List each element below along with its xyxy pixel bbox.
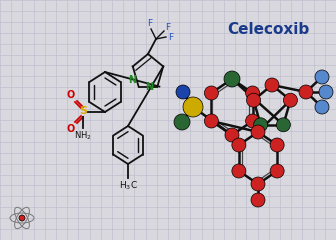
Circle shape [251,125,265,139]
Circle shape [174,114,190,130]
Circle shape [251,177,265,191]
Text: F: F [168,32,174,42]
Text: Celecoxib: Celecoxib [227,23,309,37]
Text: O: O [67,124,75,134]
Circle shape [224,71,240,87]
Circle shape [265,78,279,92]
Circle shape [19,215,25,221]
Circle shape [246,114,260,128]
Text: NH$_2$: NH$_2$ [74,130,92,142]
Circle shape [270,164,284,178]
Circle shape [270,138,284,152]
Circle shape [225,128,239,142]
Circle shape [246,86,260,100]
Circle shape [283,93,297,107]
Text: H$_3$C: H$_3$C [119,180,137,192]
Circle shape [315,70,329,84]
Circle shape [183,97,203,117]
Circle shape [299,85,313,99]
Text: F: F [165,23,171,31]
Circle shape [176,85,190,99]
Circle shape [277,118,290,132]
Text: N: N [145,82,154,92]
Circle shape [204,86,218,100]
Text: O: O [67,90,75,100]
Text: S: S [79,106,87,116]
Circle shape [204,114,218,128]
Circle shape [254,118,267,132]
Text: N: N [128,75,137,84]
Circle shape [232,138,246,152]
Circle shape [315,100,329,114]
Circle shape [232,164,246,178]
Circle shape [319,85,333,99]
Circle shape [251,193,265,207]
Text: F: F [148,18,153,28]
Circle shape [225,72,239,86]
Circle shape [247,93,261,107]
